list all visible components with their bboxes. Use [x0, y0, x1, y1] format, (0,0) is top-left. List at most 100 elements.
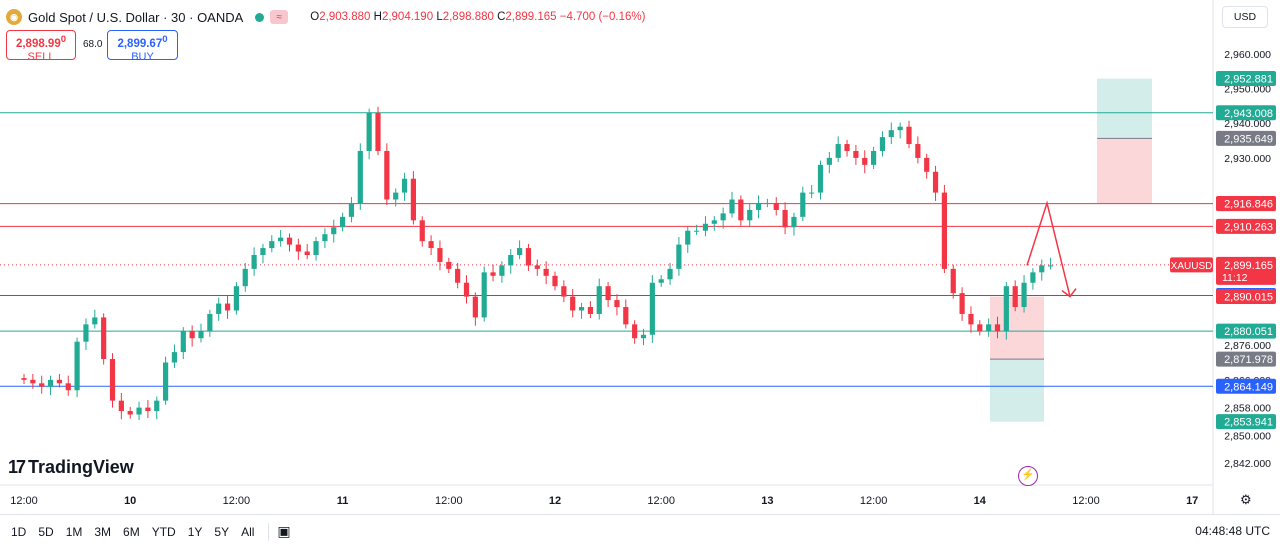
utc-clock[interactable]: 04:48:48 UTC: [1195, 524, 1270, 538]
candle-body: [738, 199, 744, 221]
candle-body: [844, 144, 850, 151]
candle-body: [251, 255, 257, 269]
short-target-price-tag-bg: [1216, 414, 1276, 430]
long-target-price-tag-bg: [1216, 71, 1276, 87]
projection-arrow: [1026, 200, 1071, 297]
tradingview-logo-icon: 17: [8, 457, 26, 477]
candle-body: [932, 171, 939, 193]
symbol-tag: XAUUSD: [1171, 261, 1213, 272]
candle-body: [118, 400, 124, 412]
candle-body: [313, 241, 319, 255]
range-1m-button[interactable]: 1M: [65, 524, 83, 539]
candle-body: [1012, 286, 1018, 308]
candle-body: [357, 150, 363, 203]
lightning-icon[interactable]: ⚡: [1018, 466, 1038, 486]
candle-body: [561, 286, 567, 297]
long-stop-price-tag-bg: [1216, 196, 1276, 212]
candle-body: [950, 268, 956, 294]
candle-body: [711, 220, 717, 224]
candle-body: [871, 150, 877, 165]
range-6m-button[interactable]: 6M: [123, 524, 140, 539]
candle-body: [39, 383, 45, 387]
last-price-countdown: 11:12: [1222, 272, 1248, 284]
tradingview-logo[interactable]: 17 TradingView: [8, 457, 134, 478]
candle-body: [649, 282, 655, 335]
x-tick-label: 13: [761, 495, 773, 507]
candle-body: [755, 202, 762, 210]
wave-badge-icon[interactable]: ≈: [270, 10, 289, 24]
currency-selector[interactable]: USD: [1222, 6, 1268, 28]
candle-body: [437, 248, 443, 262]
tradingview-wordmark: TradingView: [28, 457, 134, 477]
candle-body: [490, 272, 496, 276]
candle-body: [189, 331, 195, 339]
x-tick-label: 12:00: [860, 495, 888, 507]
x-tick-label: 12: [549, 495, 561, 507]
symbol-header: ◉ Gold Spot / U.S. Dollar · 30 · OANDA ≈…: [6, 6, 645, 28]
candle-body: [853, 150, 859, 158]
candle-body: [924, 157, 930, 172]
range-3m-button[interactable]: 3M: [94, 524, 112, 539]
candle-body: [994, 324, 1001, 332]
settings-gear-icon[interactable]: ⚙: [1240, 492, 1252, 507]
candle-body: [224, 303, 231, 311]
candle-body: [782, 209, 788, 228]
candle-body: [605, 286, 611, 301]
candle-body: [570, 296, 576, 311]
ohlc-readout: O2,903.880 H2,904.190 L2,898.880 C2,899.…: [310, 11, 646, 23]
y-tick-label: 2,842.000: [1224, 458, 1271, 470]
market-open-indicator-icon: [255, 12, 265, 22]
bottom-toolbar: 1D 5D 1M 3M 6M YTD 1Y 5Y All ▣ 04:48:48 …: [0, 514, 1280, 548]
gold-symbol-icon[interactable]: ◉: [6, 9, 22, 25]
range-ytd-button[interactable]: YTD: [151, 524, 176, 539]
range-1y-button[interactable]: 1Y: [187, 524, 203, 539]
range-1d-button[interactable]: 1D: [11, 524, 27, 539]
y-tick-label: 2,940.000: [1224, 118, 1271, 130]
range-5d-button[interactable]: 5D: [38, 524, 54, 539]
candle-body: [207, 313, 213, 332]
y-tick-label: 2,950.000: [1224, 84, 1271, 96]
candle-body: [163, 362, 169, 401]
price-line-tag: 2,910.263: [1224, 221, 1273, 233]
candle-body: [331, 227, 337, 235]
sell-button[interactable]: 2,898.990 SELL: [6, 30, 76, 63]
range-all-button[interactable]: All: [241, 524, 255, 539]
symbol-title[interactable]: Gold Spot / U.S. Dollar · 30 · OANDA: [28, 9, 244, 25]
candle-body: [897, 126, 903, 131]
candle-body: [65, 383, 71, 391]
candle-body: [286, 237, 293, 245]
buy-button[interactable]: 2,899.670 BUY: [107, 30, 178, 63]
candle-body: [30, 379, 36, 384]
candle-body: [986, 324, 992, 332]
toolbar-divider: [268, 522, 270, 541]
range-5y-button[interactable]: 5Y: [214, 524, 230, 539]
candle-body: [499, 265, 505, 276]
x-tick-label: 12:00: [223, 495, 251, 507]
candle-body: [1039, 265, 1045, 273]
short-entry-price-tag-bg: [1216, 351, 1276, 367]
candle-body: [941, 192, 947, 269]
candle-body: [384, 150, 390, 200]
candle-body: [729, 199, 735, 214]
long-entry-price-tag: 2,935.649: [1224, 133, 1273, 145]
long-entry-price-tag-bg: [1216, 130, 1276, 146]
price-line-tag-bg: [1216, 323, 1276, 339]
price-line-tag-bg: [1216, 218, 1276, 234]
candle-body: [702, 223, 709, 231]
candle-body: [915, 144, 921, 158]
candle-body: [623, 307, 629, 325]
calendar-goto-icon[interactable]: ▣: [277, 523, 291, 539]
candle-body: [455, 268, 461, 283]
candle-body: [428, 241, 434, 249]
candle-body: [1021, 282, 1027, 308]
candle-body: [446, 261, 452, 269]
candle-body: [596, 286, 602, 314]
candle-body: [322, 234, 328, 242]
last-price-tag-bg: [1216, 256, 1276, 285]
price-chart[interactable]: 2,842.0002,850.0002,858.0002,866.0002,87…: [0, 0, 1280, 515]
candle-body: [888, 130, 894, 138]
candle-body: [906, 126, 912, 145]
candle-body: [1048, 265, 1054, 267]
projection-arrowhead: [1061, 288, 1077, 298]
candle-body: [109, 359, 116, 401]
